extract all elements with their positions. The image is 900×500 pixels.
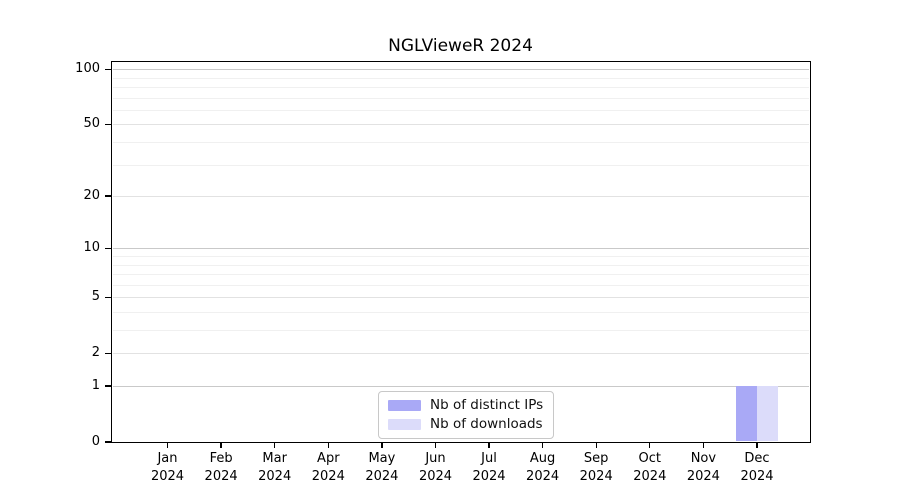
y-tick-label: 2 bbox=[91, 345, 100, 361]
bar-distinct-ips bbox=[736, 386, 757, 441]
x-tick-label: May 2024 bbox=[365, 451, 399, 484]
x-tick-label: Feb 2024 bbox=[204, 451, 238, 484]
y-tick-label: 100 bbox=[75, 61, 100, 77]
x-tick-mark bbox=[488, 443, 490, 448]
bar-downloads bbox=[757, 386, 778, 441]
x-tick-mark bbox=[166, 443, 169, 448]
gridline-minor bbox=[113, 77, 809, 79]
gridline-minor bbox=[113, 256, 809, 257]
gridline-minor bbox=[113, 142, 809, 143]
x-tick-mark bbox=[541, 443, 544, 448]
gridline-minor bbox=[113, 330, 809, 331]
x-tick-label: Sep 2024 bbox=[579, 451, 613, 484]
x-tick-label: Dec 2024 bbox=[740, 451, 774, 484]
y-tick-label: 5 bbox=[91, 289, 100, 305]
x-tick-mark bbox=[274, 443, 276, 448]
y-tick-mark bbox=[105, 68, 111, 70]
legend-label-downloads: Nb of downloads bbox=[430, 416, 543, 432]
gridline-minor bbox=[113, 284, 809, 286]
gridline-major bbox=[113, 386, 809, 387]
legend-label-distinct-ips: Nb of distinct IPs bbox=[430, 397, 544, 413]
gridline-minor bbox=[113, 109, 809, 111]
x-tick-label: Jun 2024 bbox=[418, 451, 453, 484]
x-tick-label: Mar 2024 bbox=[258, 451, 292, 484]
y-tick-label: 50 bbox=[83, 116, 100, 132]
y-tick-mark bbox=[105, 296, 111, 298]
gridline-major bbox=[113, 353, 809, 355]
gridline-major bbox=[113, 69, 809, 71]
gridline-major bbox=[113, 124, 809, 126]
gridline-minor bbox=[113, 97, 809, 99]
y-tick-label: 1 bbox=[91, 378, 100, 393]
x-tick-label: Nov 2024 bbox=[686, 451, 720, 484]
chart-legend: Nb of distinct IPs Nb of downloads bbox=[378, 391, 555, 439]
chart-title: NGLVieweR 2024 bbox=[388, 36, 533, 56]
gridline-minor bbox=[113, 274, 809, 275]
gridline-minor bbox=[113, 164, 809, 166]
gridline-major bbox=[113, 297, 809, 299]
legend-swatch-downloads bbox=[388, 418, 421, 430]
x-tick-mark bbox=[381, 443, 383, 448]
x-tick-mark bbox=[756, 443, 758, 448]
gridline-minor bbox=[113, 264, 809, 266]
gridline-major bbox=[113, 248, 809, 250]
x-tick-label: Apr 2024 bbox=[311, 451, 345, 484]
x-tick-mark bbox=[702, 443, 705, 448]
y-tick-label: 0 bbox=[91, 434, 100, 449]
x-tick-label: Jan 2024 bbox=[150, 451, 185, 484]
y-tick-mark bbox=[105, 441, 111, 443]
x-tick-mark bbox=[649, 443, 651, 448]
y-tick-label: 20 bbox=[83, 188, 100, 204]
y-tick-mark bbox=[105, 352, 111, 354]
x-tick-label: Jul 2024 bbox=[472, 451, 506, 484]
gridline-minor bbox=[113, 87, 809, 88]
legend-entry-distinct-ips: Nb of distinct IPs bbox=[388, 397, 543, 413]
y-tick-mark bbox=[105, 195, 111, 197]
legend-entry-downloads: Nb of downloads bbox=[388, 416, 543, 432]
y-tick-mark bbox=[105, 247, 111, 249]
legend-swatch-distinct-ips bbox=[388, 399, 421, 411]
y-tick-mark bbox=[105, 385, 111, 387]
x-tick-mark bbox=[327, 443, 329, 448]
x-tick-mark bbox=[434, 443, 437, 448]
y-tick-label: 10 bbox=[83, 240, 100, 256]
gridline-major bbox=[113, 196, 809, 198]
gridline-minor bbox=[113, 312, 809, 313]
x-tick-label: Aug 2024 bbox=[526, 451, 560, 484]
x-tick-mark bbox=[595, 443, 597, 448]
x-tick-mark bbox=[220, 443, 222, 448]
y-tick-mark bbox=[105, 123, 111, 126]
x-tick-label: Oct 2024 bbox=[633, 451, 667, 484]
